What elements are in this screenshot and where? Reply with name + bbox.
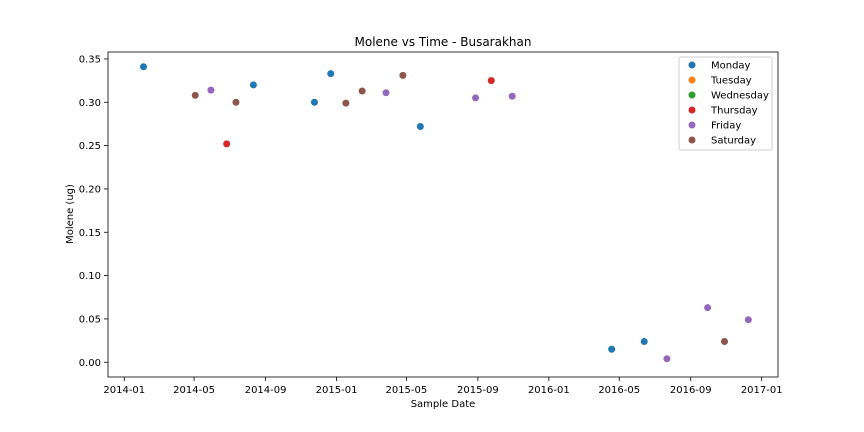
x-tick-label: 2016-05	[598, 385, 640, 396]
legend-items: Monday Tuesday Wednesday Thursday Friday Satu…	[688, 61, 769, 147]
y-tick-label: 0.05	[79, 314, 101, 325]
data-point-monday	[249, 81, 257, 89]
x-axis-label: Sample Date	[411, 399, 476, 410]
x-tick-label: 2017-01	[741, 385, 783, 396]
data-point-saturday	[191, 91, 199, 99]
chart-title: Molene vs Time - Busarakhan	[355, 35, 532, 49]
y-tick-label: 0.15	[79, 228, 101, 239]
y-tick-label: 0.00	[79, 358, 101, 369]
legend-marker-friday	[688, 121, 696, 129]
data-point-monday	[310, 98, 318, 106]
legend-marker-thursday	[688, 106, 696, 114]
y-tick-label: 0.20	[79, 184, 101, 195]
plot-area	[108, 52, 778, 377]
x-tick-label: 2015-01	[316, 385, 358, 396]
y-tick-label: 0.30	[79, 98, 101, 109]
legend-label-friday: Friday	[711, 121, 741, 132]
y-tick-label: 0.25	[79, 141, 101, 152]
data-point-friday	[744, 316, 752, 324]
data-point-saturday	[399, 71, 407, 79]
legend-label-tuesday: Tuesday	[710, 76, 752, 87]
data-point-friday	[207, 86, 215, 94]
x-tick-label: 2016-09	[670, 385, 712, 396]
x-tick-label: 2014-05	[173, 385, 215, 396]
x-tick-label: 2014-09	[245, 385, 287, 396]
y-axis-label: Molene (ug)	[65, 184, 76, 244]
x-tick-label: 2015-05	[385, 385, 427, 396]
y-tick-label: 0.35	[79, 54, 101, 65]
y-tick-label: 0.10	[79, 271, 101, 282]
data-point-friday	[508, 92, 516, 100]
data-point-monday	[608, 345, 616, 353]
data-point-friday	[472, 94, 480, 102]
legend-marker-monday	[688, 61, 696, 69]
legend-label-saturday: Saturday	[711, 136, 756, 147]
data-point-friday	[704, 304, 712, 312]
data-point-monday	[416, 123, 424, 131]
data-point-saturday	[342, 99, 350, 107]
data-point-thursday	[487, 77, 495, 85]
data-point-monday	[327, 70, 335, 78]
legend-marker-saturday	[688, 136, 696, 144]
legend-box	[678, 56, 773, 151]
data-point-friday	[663, 355, 671, 363]
data-point-saturday	[358, 87, 366, 95]
x-tick-label: 2016-01	[528, 385, 570, 396]
legend-marker-wednesday	[688, 91, 696, 99]
legend-label-thursday: Thursday	[710, 106, 758, 117]
data-point-friday	[382, 89, 390, 97]
legend: Monday Tuesday Wednesday Thursday Friday Satu…	[678, 56, 773, 151]
data-point-monday	[139, 63, 147, 71]
data-point-thursday	[223, 140, 231, 148]
y-axis-ticks: 0.00 0.05 0.10 0.15 0.20 0.25 0.30 0.35	[79, 54, 108, 369]
legend-marker-tuesday	[688, 76, 696, 84]
legend-label-wednesday: Wednesday	[711, 91, 769, 102]
data-points	[139, 63, 752, 363]
plot-frame	[107, 51, 779, 378]
data-point-saturday	[232, 98, 240, 106]
legend-label-monday: Monday	[711, 61, 751, 72]
x-tick-label: 2014-01	[103, 385, 145, 396]
data-point-saturday	[720, 337, 728, 345]
data-point-monday	[640, 337, 648, 345]
x-tick-label: 2015-09	[457, 385, 499, 396]
x-axis-ticks: 2014-01 2014-05 2014-09 2015-01 2015-05 2015-…	[103, 377, 783, 396]
